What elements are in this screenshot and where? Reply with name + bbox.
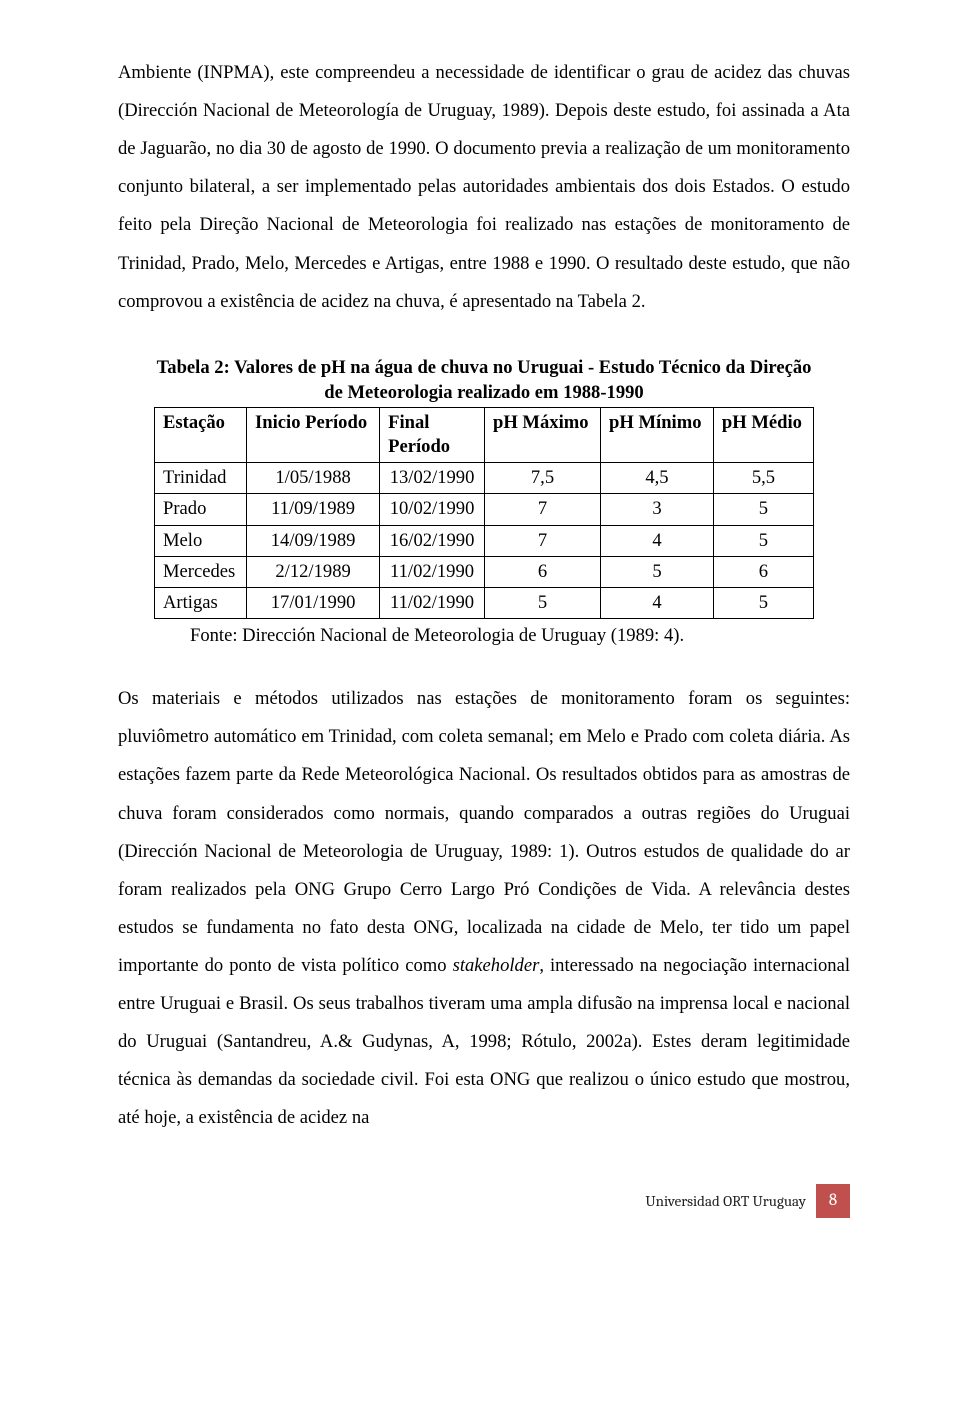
table-row: Melo 14/09/1989 16/02/1990 7 4 5 [155,525,814,556]
th-final-l1: Final [388,412,429,433]
cell-end: 16/02/1990 [380,525,485,556]
cell-start: 17/01/1990 [247,587,380,618]
th-estacao: Estação [155,407,247,462]
cell-avg: 5 [713,587,813,618]
cell-station: Artigas [155,587,247,618]
cell-end: 11/02/1990 [380,556,485,587]
th-phmax: pH Máximo [484,407,600,462]
cell-end: 13/02/1990 [380,463,485,494]
th-final: Final Período [380,407,485,462]
cell-min: 4 [601,587,714,618]
page-footer: Universidad ORT Uruguay 8 [118,1184,850,1218]
cell-max: 7 [484,525,600,556]
th-final-l2: Período [388,436,450,457]
para2-pre: Os materiais e métodos utilizados nas es… [118,688,850,976]
cell-max: 6 [484,556,600,587]
th-phmin: pH Mínimo [601,407,714,462]
footer-label: Universidad ORT Uruguay [645,1192,806,1210]
paragraph-1: Ambiente (INPMA), este compreendeu a nec… [118,54,850,321]
cell-start: 2/12/1989 [247,556,380,587]
cell-avg: 5 [713,525,813,556]
cell-avg: 5 [713,494,813,525]
table-row: Trinidad 1/05/1988 13/02/1990 7,5 4,5 5,… [155,463,814,494]
cell-max: 7 [484,494,600,525]
th-inicio: Inicio Período [247,407,380,462]
table-source: Fonte: Dirección Nacional de Meteorologi… [190,623,850,648]
table-header-row: Estação Inicio Período Final Período pH … [155,407,814,462]
table-row: Artigas 17/01/1990 11/02/1990 5 4 5 [155,587,814,618]
cell-station: Trinidad [155,463,247,494]
cell-start: 11/09/1989 [247,494,380,525]
data-table: Estação Inicio Período Final Período pH … [154,407,814,619]
cell-min: 5 [601,556,714,587]
cell-min: 4 [601,525,714,556]
page-container: Ambiente (INPMA), este compreendeu a nec… [0,0,960,1258]
cell-min: 3 [601,494,714,525]
cell-max: 5 [484,587,600,618]
cell-station: Prado [155,494,247,525]
para2-italic: stakeholder [453,955,540,976]
cell-end: 10/02/1990 [380,494,485,525]
cell-station: Mercedes [155,556,247,587]
table-row: Prado 11/09/1989 10/02/1990 7 3 5 [155,494,814,525]
cell-end: 11/02/1990 [380,587,485,618]
table-title: Tabela 2: Valores de pH na água de chuva… [118,355,850,405]
table-row: Mercedes 2/12/1989 11/02/1990 6 5 6 [155,556,814,587]
cell-station: Melo [155,525,247,556]
cell-avg: 5,5 [713,463,813,494]
page-number-box: 8 [816,1184,850,1218]
table-title-line2: de Meteorologia realizado em 1988-1990 [324,382,643,403]
para2-post: , interessado na negociação internaciona… [118,955,850,1128]
table-title-line1: Tabela 2: Valores de pH na água de chuva… [157,357,812,378]
cell-avg: 6 [713,556,813,587]
cell-max: 7,5 [484,463,600,494]
cell-min: 4,5 [601,463,714,494]
paragraph-2: Os materiais e métodos utilizados nas es… [118,680,850,1137]
th-phmed: pH Médio [713,407,813,462]
spacer [118,648,850,680]
cell-start: 1/05/1988 [247,463,380,494]
cell-start: 14/09/1989 [247,525,380,556]
